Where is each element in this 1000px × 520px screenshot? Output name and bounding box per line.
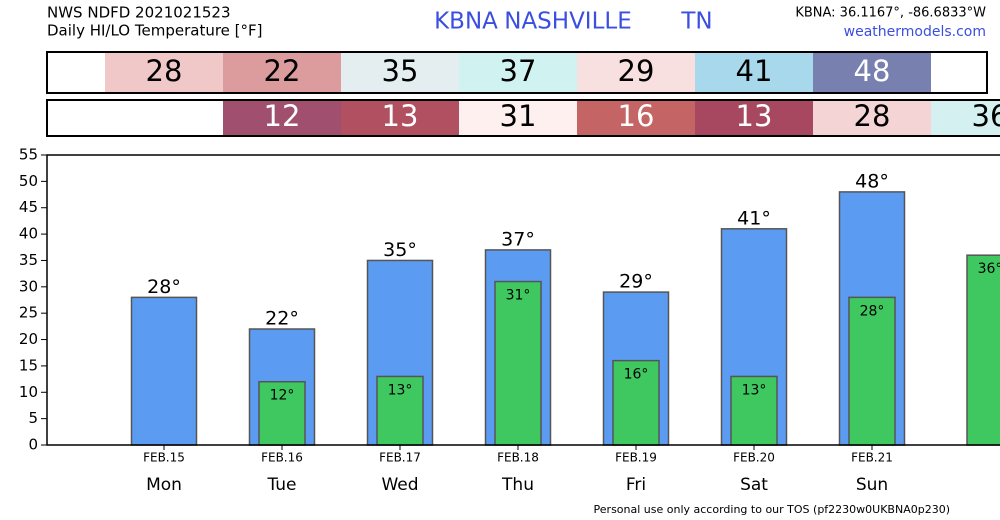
value-box-label: 41 xyxy=(736,54,773,88)
value-box xyxy=(813,100,931,136)
lo-bar xyxy=(966,254,1000,446)
value-box xyxy=(459,100,577,136)
location: NASHVILLE xyxy=(504,9,632,35)
hi-label: 22° xyxy=(265,308,299,330)
value-box xyxy=(459,52,577,93)
lo-label: 13° xyxy=(388,382,413,398)
value-box-label: 31 xyxy=(500,99,537,133)
value-box xyxy=(931,100,1000,136)
y-tick-label: 45 xyxy=(19,198,38,216)
y-tick-label: 55 xyxy=(19,146,38,164)
footer: Personal use only according to our TOS (… xyxy=(594,503,950,516)
y-tick-label: 5 xyxy=(28,409,38,427)
y-tick-label: 20 xyxy=(19,330,38,348)
value-box xyxy=(223,100,341,136)
value-box xyxy=(577,52,695,93)
value-box-label: 16 xyxy=(618,99,655,133)
lo-label: 31° xyxy=(506,288,531,304)
x-tick-label: Fri xyxy=(626,475,646,495)
plot-frame xyxy=(46,154,1000,446)
lo-bar xyxy=(376,375,424,446)
value-box xyxy=(223,52,341,93)
lo-label: 28° xyxy=(860,303,885,319)
date-label: FEB.18 xyxy=(497,451,539,465)
lo-bar xyxy=(258,380,306,446)
value-box-label: 22 xyxy=(264,54,301,88)
hi-label: 48° xyxy=(855,170,889,192)
y-tick-label: 0 xyxy=(28,436,38,454)
station: KBNA xyxy=(434,9,498,35)
date-label: FEB.15 xyxy=(143,451,185,465)
value-box xyxy=(341,100,459,136)
lo-label: 16° xyxy=(624,367,649,383)
hi-row-frame xyxy=(46,51,988,94)
x-tick-label: Thu xyxy=(501,475,534,495)
x-tick-label: Sun xyxy=(856,475,888,495)
y-tick-label: 35 xyxy=(19,251,38,269)
value-box xyxy=(105,52,223,93)
x-tick-label: Tue xyxy=(266,475,296,495)
hi-bar xyxy=(130,296,198,446)
y-tick-label: 30 xyxy=(19,277,38,295)
hi-label: 28° xyxy=(147,276,181,298)
hi-label: 35° xyxy=(383,239,417,261)
value-box-label: 37 xyxy=(500,54,537,88)
state: TN xyxy=(680,9,712,35)
lo-bar xyxy=(494,280,542,446)
value-box-label: 13 xyxy=(382,99,419,133)
hi-label: 37° xyxy=(501,228,535,250)
value-box-label: 36 xyxy=(972,99,1000,133)
y-tick-label: 40 xyxy=(19,225,38,243)
y-tick-label: 10 xyxy=(19,383,38,401)
value-box-label: 35 xyxy=(382,54,419,88)
source: weathermodels.com xyxy=(844,24,986,40)
lo-label: 13° xyxy=(742,382,767,398)
lo-label: 36° xyxy=(978,261,1000,277)
x-tick-label: Mon xyxy=(146,475,182,495)
value-box-label: 48 xyxy=(854,54,891,88)
value-box-label: 12 xyxy=(264,99,301,133)
date-label: FEB.21 xyxy=(851,451,893,465)
chart-title: NWS NDFD 2021021523 xyxy=(47,4,231,22)
date-label: FEB.17 xyxy=(379,451,421,465)
lo-bar xyxy=(730,375,778,446)
value-box-label: 28 xyxy=(854,99,891,133)
y-tick-label: 25 xyxy=(19,304,38,322)
date-label: FEB.16 xyxy=(261,451,303,465)
lo-bar xyxy=(612,359,660,446)
hi-label: 29° xyxy=(619,271,653,293)
value-box-label: 13 xyxy=(736,99,773,133)
value-box xyxy=(341,52,459,93)
value-box xyxy=(695,52,813,93)
lo-row-frame xyxy=(46,99,1000,137)
value-box xyxy=(695,100,813,136)
lo-bar xyxy=(848,296,896,446)
value-box xyxy=(577,100,695,136)
date-label: FEB.19 xyxy=(615,451,657,465)
x-tick-label: Wed xyxy=(381,475,418,495)
coordinates: KBNA: 36.1167°, -86.6833°W xyxy=(795,6,986,21)
lo-label: 12° xyxy=(270,388,295,404)
chart-subtitle: Daily HI/LO Temperature [°F] xyxy=(47,22,263,40)
y-tick-label: 15 xyxy=(19,356,38,374)
hi-label: 41° xyxy=(737,207,771,229)
date-label: FEB.20 xyxy=(733,451,775,465)
x-tick-label: Sat xyxy=(740,475,768,495)
value-box-label: 29 xyxy=(618,54,655,88)
value-box-label: 28 xyxy=(146,54,183,88)
value-box xyxy=(813,52,931,93)
y-tick-label: 50 xyxy=(19,172,38,190)
